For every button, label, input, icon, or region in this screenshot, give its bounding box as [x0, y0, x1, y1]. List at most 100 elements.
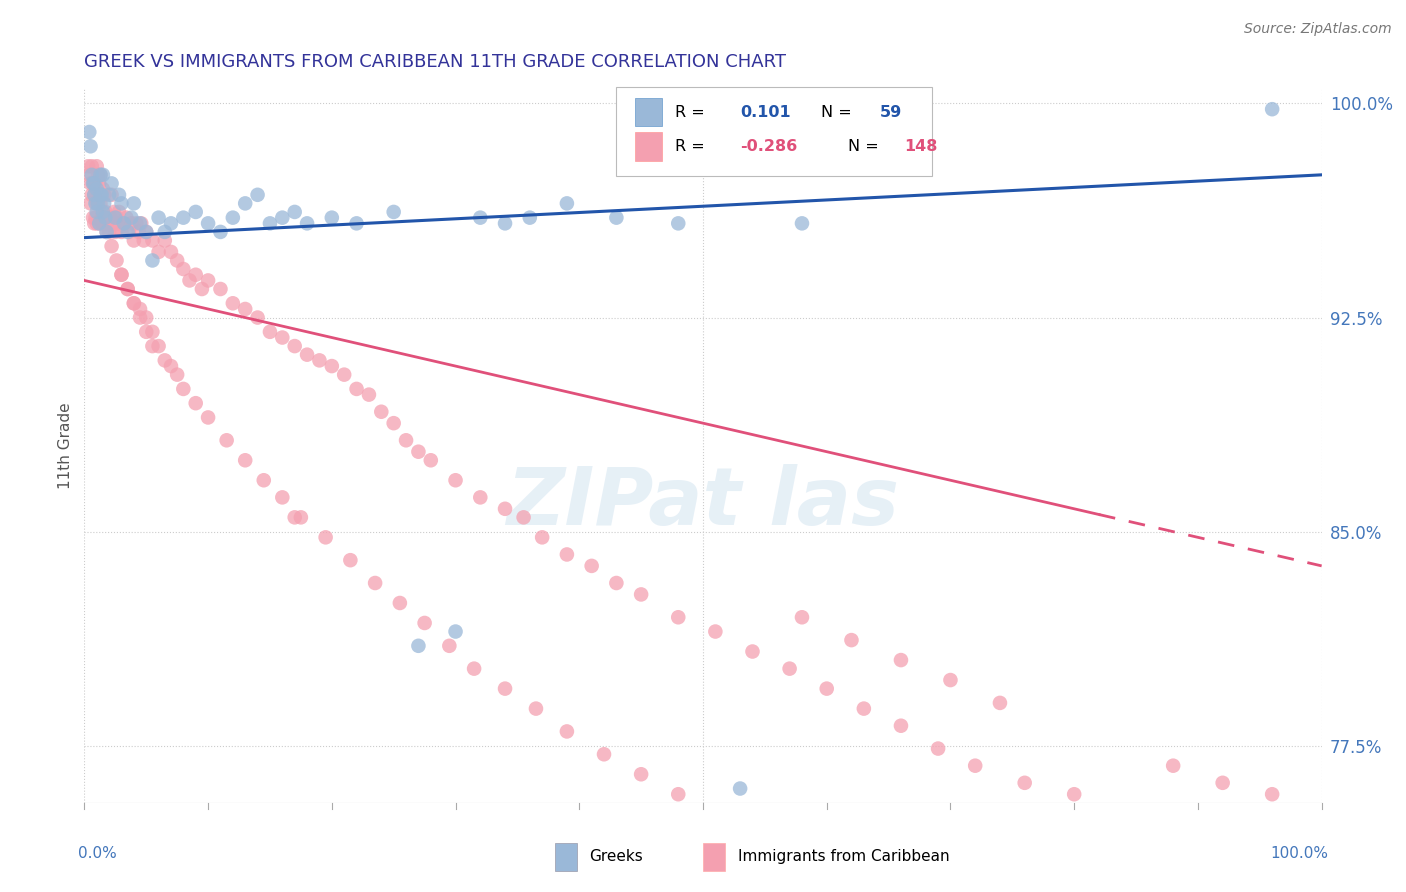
- Point: [115, 211, 138, 225]
- Point: [103, 205, 125, 219]
- Point: [346, 216, 368, 230]
- Bar: [636, 98, 662, 127]
- Point: [110, 268, 132, 282]
- Point: [295, 216, 318, 230]
- Point: [779, 662, 801, 676]
- Point: [741, 644, 763, 658]
- Point: [233, 453, 256, 467]
- Point: [284, 205, 307, 219]
- Point: [841, 633, 863, 648]
- Point: [253, 473, 276, 487]
- Point: [184, 268, 207, 282]
- Point: [91, 182, 114, 196]
- Point: [494, 501, 516, 516]
- Point: [1014, 776, 1036, 790]
- Point: [135, 310, 157, 325]
- Point: [79, 125, 101, 139]
- Point: [815, 681, 838, 696]
- Point: [419, 453, 441, 467]
- Point: [209, 282, 232, 296]
- Point: [110, 268, 132, 282]
- Point: [82, 211, 104, 225]
- Point: [284, 339, 307, 353]
- Point: [96, 225, 118, 239]
- Point: [555, 724, 578, 739]
- Point: [94, 205, 117, 219]
- Point: [160, 244, 183, 259]
- Text: Source: ZipAtlas.com: Source: ZipAtlas.com: [1244, 22, 1392, 37]
- Point: [93, 196, 115, 211]
- Text: GREEK VS IMMIGRANTS FROM CARIBBEAN 11TH GRADE CORRELATION CHART: GREEK VS IMMIGRANTS FROM CARIBBEAN 11TH …: [84, 54, 786, 71]
- Point: [172, 262, 194, 277]
- Point: [321, 211, 343, 225]
- Point: [370, 405, 392, 419]
- Point: [408, 639, 430, 653]
- Point: [166, 368, 188, 382]
- Point: [890, 653, 912, 667]
- Point: [87, 196, 110, 211]
- Point: [555, 196, 578, 211]
- Point: [91, 211, 114, 225]
- Point: [184, 205, 207, 219]
- Point: [259, 216, 281, 230]
- Point: [129, 216, 152, 230]
- Point: [215, 434, 238, 448]
- Point: [271, 211, 294, 225]
- Point: [531, 530, 554, 544]
- Point: [630, 767, 652, 781]
- Point: [148, 211, 170, 225]
- Point: [728, 781, 751, 796]
- Point: [704, 624, 727, 639]
- Point: [233, 301, 256, 316]
- Point: [494, 681, 516, 696]
- Point: [86, 182, 108, 196]
- Point: [129, 310, 152, 325]
- Point: [939, 673, 962, 687]
- Point: [666, 610, 689, 624]
- Point: [112, 216, 135, 230]
- Point: [89, 216, 111, 230]
- Point: [382, 416, 405, 430]
- Point: [246, 187, 269, 202]
- Point: [93, 187, 115, 202]
- Point: [89, 168, 111, 182]
- Point: [524, 701, 547, 715]
- Point: [132, 234, 155, 248]
- Point: [166, 253, 188, 268]
- Text: Greeks: Greeks: [589, 849, 643, 863]
- Point: [141, 339, 163, 353]
- Point: [86, 205, 108, 219]
- Point: [90, 211, 112, 225]
- Text: N =: N =: [848, 139, 879, 153]
- Point: [83, 177, 105, 191]
- Point: [222, 211, 245, 225]
- Point: [108, 205, 131, 219]
- Point: [704, 810, 727, 824]
- Point: [339, 553, 361, 567]
- Point: [86, 216, 108, 230]
- Point: [79, 168, 101, 182]
- Point: [1161, 758, 1184, 772]
- Point: [77, 159, 100, 173]
- Point: [295, 348, 318, 362]
- Point: [890, 719, 912, 733]
- Point: [395, 434, 418, 448]
- Point: [315, 530, 337, 544]
- Point: [118, 225, 141, 239]
- Point: [512, 510, 534, 524]
- Point: [413, 615, 436, 630]
- Point: [197, 273, 219, 287]
- Point: [107, 216, 129, 230]
- Bar: [554, 844, 576, 871]
- Point: [382, 205, 405, 219]
- Point: [148, 339, 170, 353]
- Point: [122, 196, 145, 211]
- Point: [125, 216, 148, 230]
- Point: [1261, 787, 1284, 801]
- Point: [100, 177, 122, 191]
- Point: [357, 387, 380, 401]
- Point: [79, 196, 101, 211]
- Point: [83, 187, 105, 202]
- Point: [90, 187, 112, 202]
- Point: [105, 253, 128, 268]
